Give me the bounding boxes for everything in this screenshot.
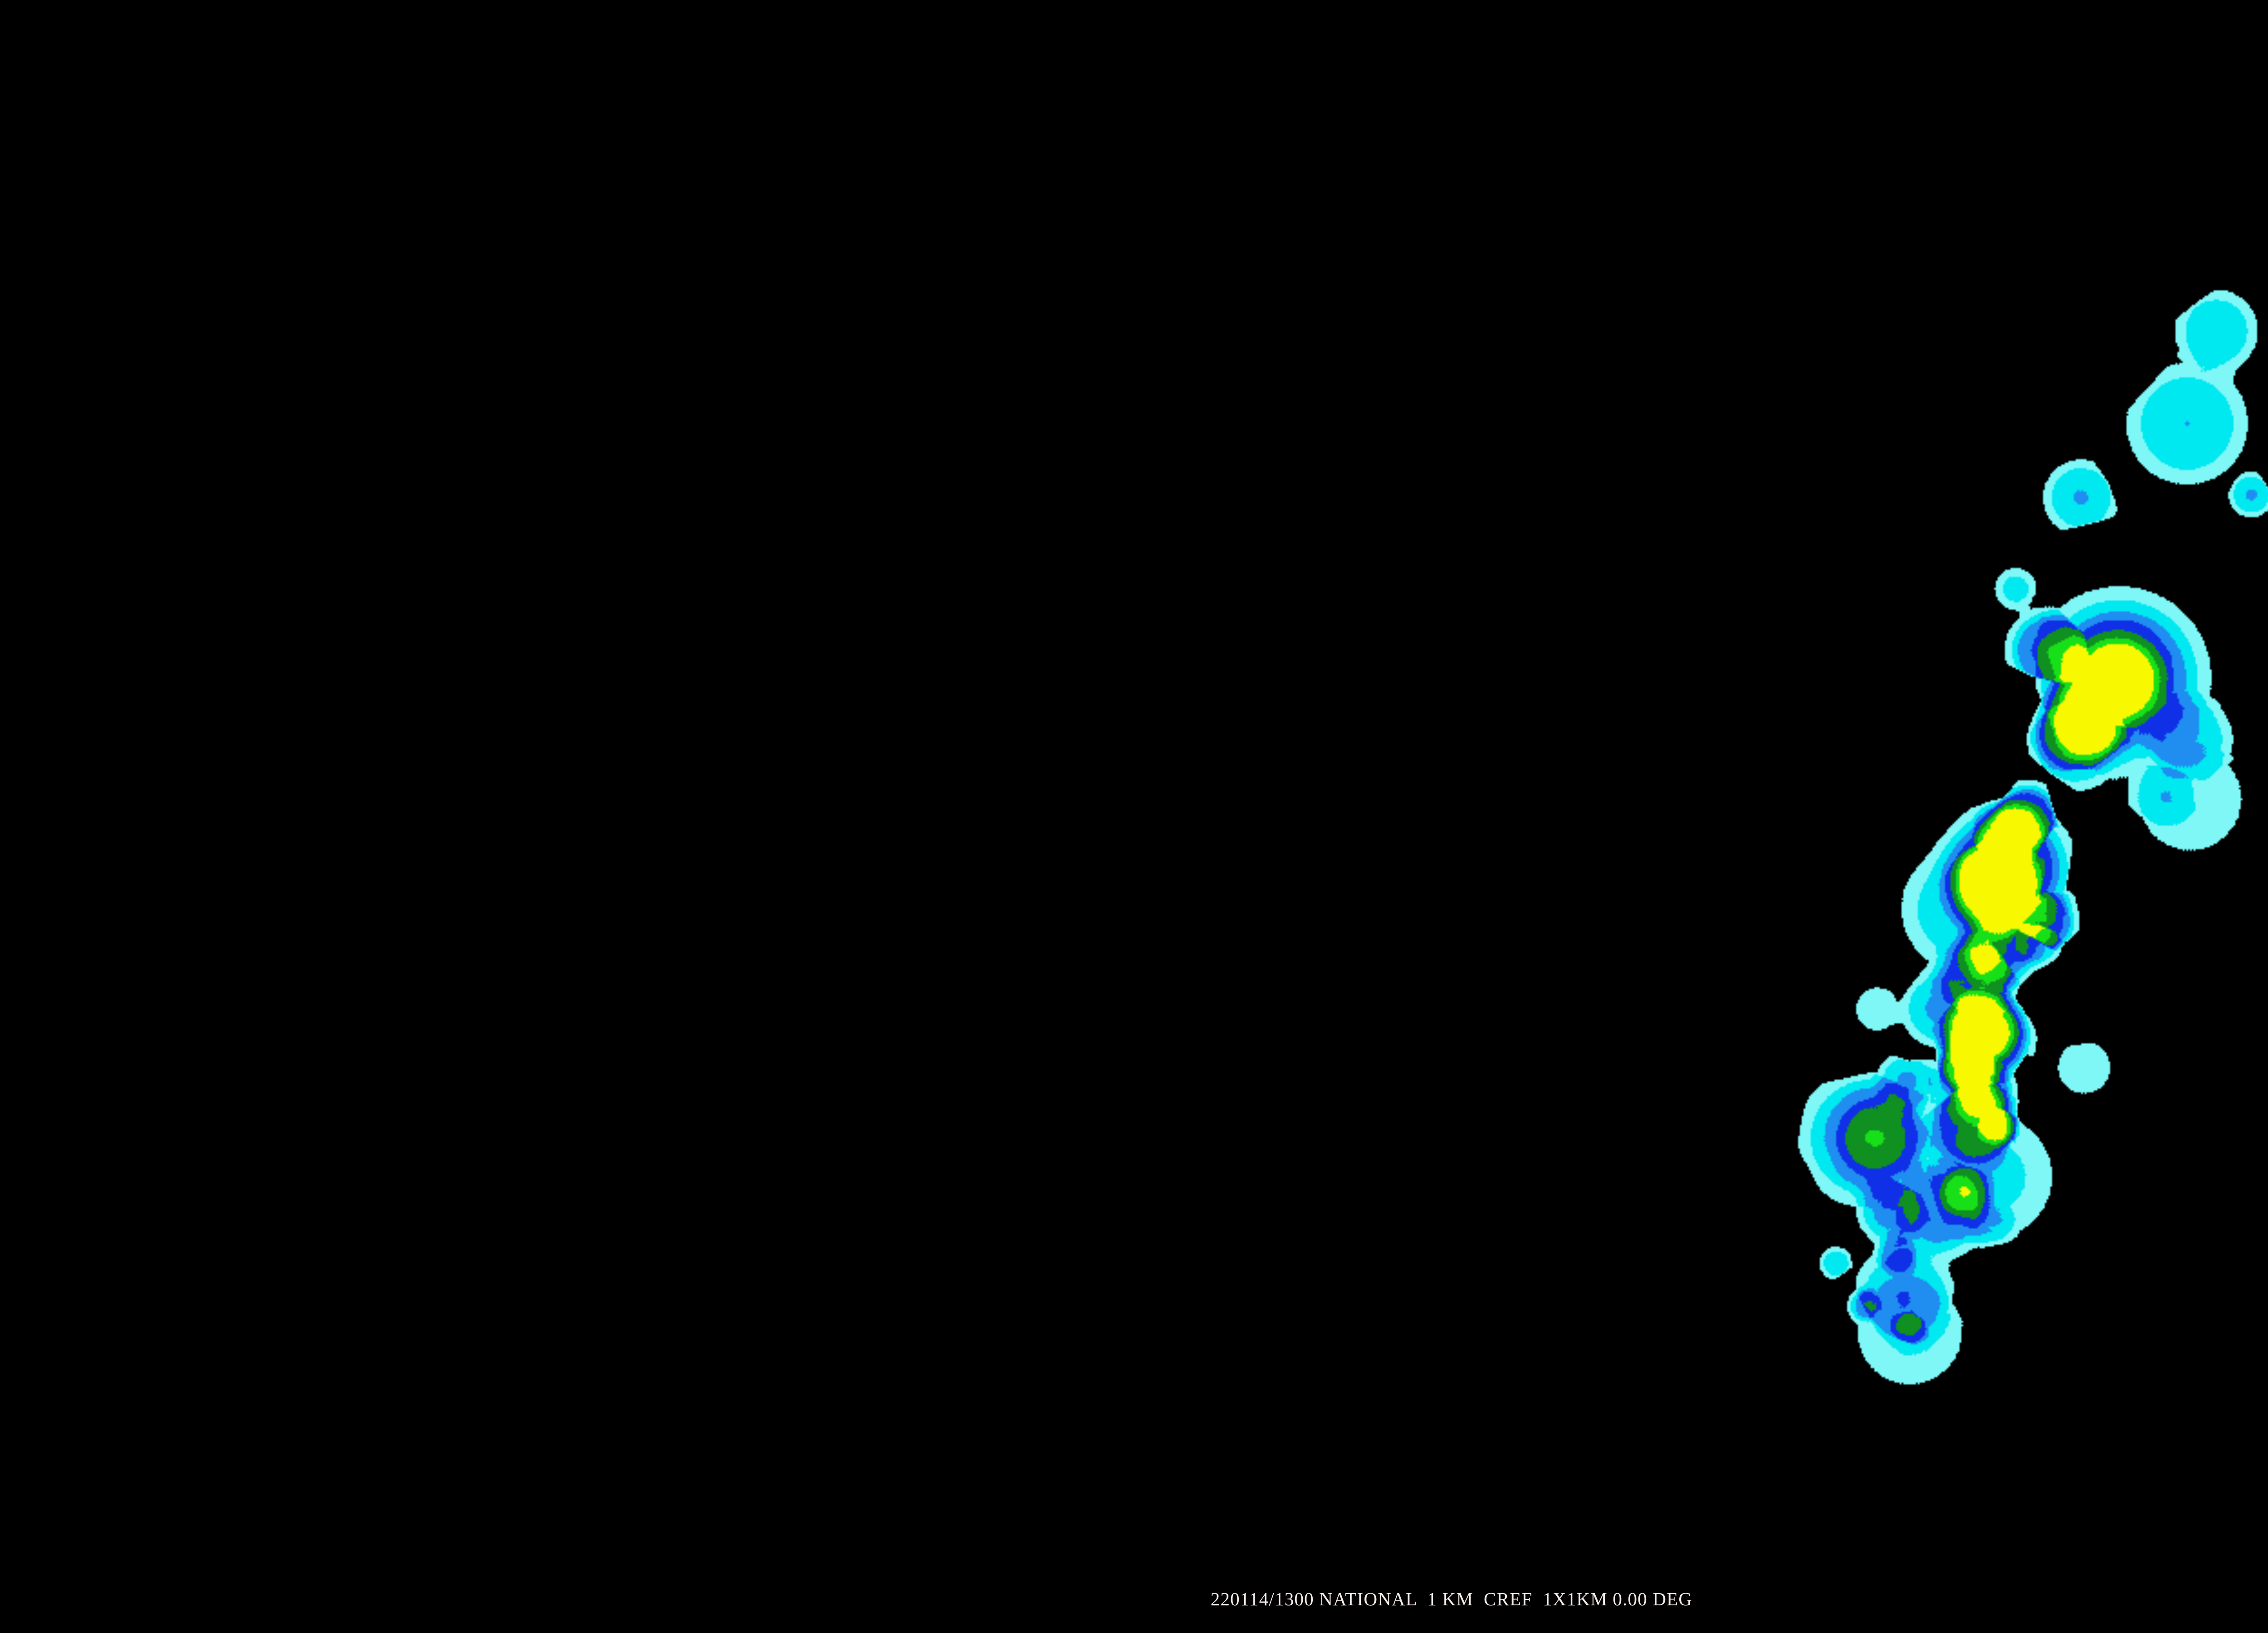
- radar-reflectivity-mosaic: [0, 0, 2268, 1633]
- radar-image-viewport: 220114/1300 NATIONAL 1 KM CREF 1X1KM 0.0…: [0, 0, 2268, 1633]
